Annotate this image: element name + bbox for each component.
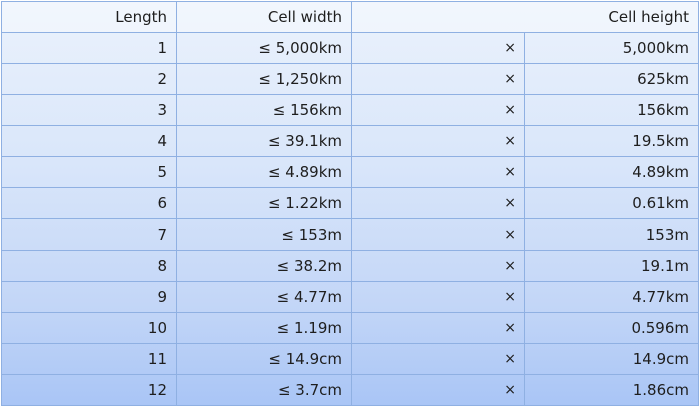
cell-width: ≤ 38.2m [176, 249, 352, 282]
cell-length: 6 [1, 187, 177, 220]
cell-height: 19.1m [524, 249, 699, 282]
cell-height: 4.89km [524, 156, 699, 189]
cell-height: 1.86cm [524, 373, 699, 407]
cell-width: ≤ 3.7cm [176, 373, 352, 407]
cell-height: 0.596m [524, 311, 699, 344]
cell-height: 14.9cm [524, 342, 699, 375]
cell-height: 0.61km [524, 187, 699, 220]
cell-width: ≤ 14.9cm [176, 342, 352, 375]
table-row: 4 ≤ 39.1km × 19.5km [1, 125, 699, 158]
cell-times: × [351, 187, 525, 220]
cell-length: 5 [1, 156, 177, 189]
cell-width: ≤ 1.22km [176, 187, 352, 220]
cell-length: 7 [1, 218, 177, 251]
cell-length: 3 [1, 94, 177, 127]
table-row: 10 ≤ 1.19m × 0.596m [1, 311, 699, 344]
header-cell-height: Cell height [351, 1, 699, 33]
cell-height: 5,000km [524, 31, 699, 65]
cell-times: × [351, 125, 525, 158]
cell-width: ≤ 1,250km [176, 63, 352, 96]
cell-width: ≤ 5,000km [176, 31, 352, 65]
cell-times: × [351, 156, 525, 189]
cell-width: ≤ 39.1km [176, 125, 352, 158]
cell-times: × [351, 249, 525, 282]
cell-times: × [351, 373, 525, 407]
cell-height: 19.5km [524, 125, 699, 158]
cell-times: × [351, 280, 525, 313]
table-row: 8 ≤ 38.2m × 19.1m [1, 249, 699, 282]
header-length: Length [1, 1, 177, 33]
table-row: 6 ≤ 1.22km × 0.61km [1, 187, 699, 220]
table-row: 3 ≤ 156km × 156km [1, 94, 699, 127]
cell-height: 153m [524, 218, 699, 251]
cell-width: ≤ 1.19m [176, 311, 352, 344]
table-header-row: Length Cell width Cell height [1, 1, 699, 33]
table-row: 2 ≤ 1,250km × 625km [1, 63, 699, 96]
cell-length: 11 [1, 342, 177, 375]
cell-length: 1 [1, 31, 177, 65]
cell-length: 9 [1, 280, 177, 313]
cell-length: 4 [1, 125, 177, 158]
cell-width: ≤ 4.89km [176, 156, 352, 189]
cell-length: 10 [1, 311, 177, 344]
cell-height: 156km [524, 94, 699, 127]
cell-height: 625km [524, 63, 699, 96]
table-row: 11 ≤ 14.9cm × 14.9cm [1, 342, 699, 375]
cell-times: × [351, 31, 525, 65]
cell-height: 4.77km [524, 280, 699, 313]
cell-length: 2 [1, 63, 177, 96]
table-row: 9 ≤ 4.77m × 4.77km [1, 280, 699, 313]
cell-width: ≤ 153m [176, 218, 352, 251]
table-row: 5 ≤ 4.89km × 4.89km [1, 156, 699, 189]
cell-length: 12 [1, 373, 177, 407]
table-row: 7 ≤ 153m × 153m [1, 218, 699, 251]
cell-times: × [351, 218, 525, 251]
cell-width: ≤ 4.77m [176, 280, 352, 313]
cell-length: 8 [1, 249, 177, 282]
cell-times: × [351, 63, 525, 96]
cell-times: × [351, 94, 525, 127]
header-cell-width: Cell width [176, 1, 352, 33]
cell-width: ≤ 156km [176, 94, 352, 127]
table-row: 1 ≤ 5,000km × 5,000km [1, 31, 699, 65]
cell-times: × [351, 311, 525, 344]
table-row: 12 ≤ 3.7cm × 1.86cm [1, 373, 699, 407]
cell-times: × [351, 342, 525, 375]
